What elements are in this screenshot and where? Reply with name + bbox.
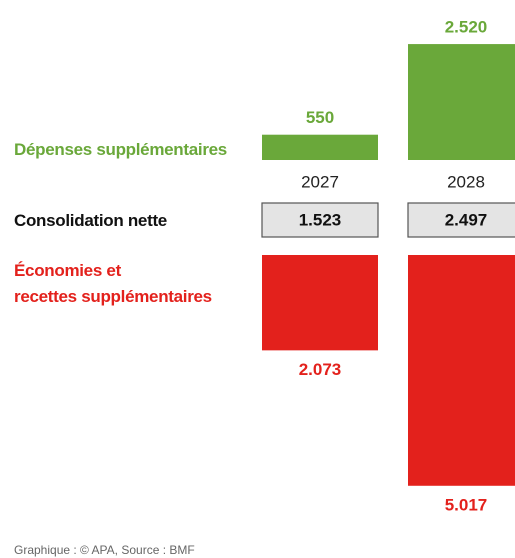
series-label: Dépenses supplémentaires <box>14 140 227 159</box>
net-box <box>407 202 515 238</box>
x-tick-label: 2027 <box>301 172 339 191</box>
x-tick-label: 2028 <box>447 172 485 191</box>
series-label: Consolidation nette <box>14 211 167 230</box>
net-box <box>261 202 379 238</box>
value-label: 2.520 <box>445 18 488 37</box>
source: Graphique : © APA, Source : BMF <box>14 543 195 557</box>
bar <box>408 255 515 486</box>
bar <box>262 255 378 351</box>
value-label: 2.073 <box>299 360 342 379</box>
series-label: Économies et recettes supplémentaires <box>14 261 212 306</box>
value-label: 550 <box>306 108 334 127</box>
net-value: 2.497 <box>445 210 488 229</box>
net-value: 1.523 <box>299 210 342 229</box>
value-label: 5.017 <box>445 495 488 514</box>
bar <box>262 134 378 160</box>
bar <box>408 44 515 160</box>
